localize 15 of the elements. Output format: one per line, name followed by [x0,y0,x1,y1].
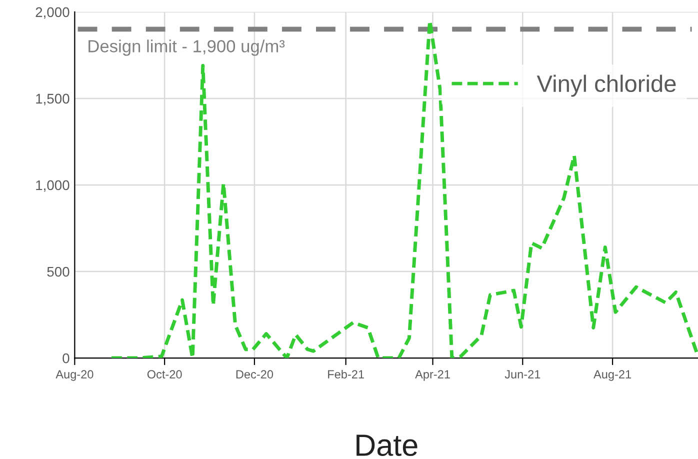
x-axis-title: Date [356,434,418,456]
x-tick-label: Dec-20 [236,370,274,378]
x-tick-label: Feb-21 [328,370,364,378]
x-tick-label: Aug-21 [594,370,631,381]
ref-line-label: Design limit - 1,900 ug/m³ [88,40,285,56]
y-tick-label: 1,500 [36,94,70,106]
x-tick-label: Jun-21 [504,370,540,378]
x-tick-label: Apr-21 [415,370,450,381]
y-tick-label: 2,000 [36,7,70,19]
y-tick-label: 500 [47,266,70,277]
x-tick-label: Oct-20 [147,370,182,378]
y-tick-label: 0 [62,353,70,364]
x-tick-label: Aug-20 [56,370,94,381]
y-tick-label: 1,000 [36,180,70,192]
legend-label: Vinyl chloride [536,74,676,97]
